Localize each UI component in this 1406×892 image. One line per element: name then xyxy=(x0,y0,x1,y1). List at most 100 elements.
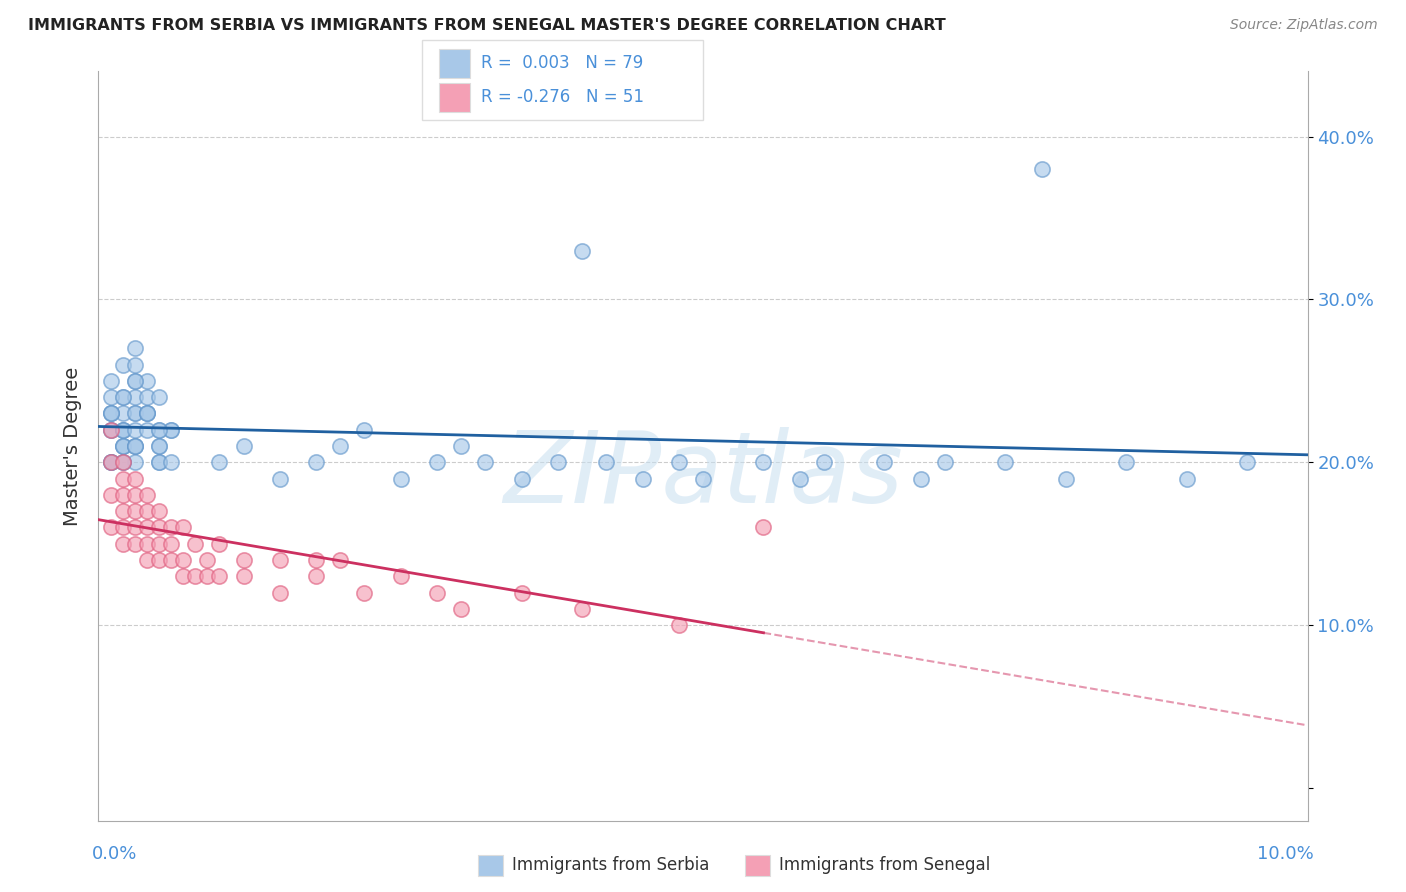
Point xyxy=(389,569,412,583)
Point xyxy=(124,390,146,404)
Text: Immigrants from Serbia: Immigrants from Serbia xyxy=(512,856,709,874)
Point xyxy=(124,439,146,453)
Point xyxy=(195,569,218,583)
Point xyxy=(232,569,254,583)
Point xyxy=(353,423,375,437)
Point xyxy=(124,504,146,518)
Point xyxy=(111,423,134,437)
Point xyxy=(124,439,146,453)
Point xyxy=(269,585,291,599)
Point xyxy=(752,455,775,469)
Point xyxy=(305,455,328,469)
Point xyxy=(426,455,449,469)
Point xyxy=(631,472,654,486)
Point xyxy=(111,358,134,372)
Text: R =  0.003   N = 79: R = 0.003 N = 79 xyxy=(481,54,643,72)
Point xyxy=(160,423,183,437)
Point xyxy=(100,390,122,404)
Point xyxy=(184,537,207,551)
Point xyxy=(1031,162,1053,177)
Point xyxy=(135,374,157,388)
Point xyxy=(148,390,170,404)
Point xyxy=(208,569,231,583)
Point xyxy=(124,520,146,534)
Text: 0.0%: 0.0% xyxy=(93,845,138,863)
Point xyxy=(124,406,146,420)
Point xyxy=(510,472,533,486)
Text: Immigrants from Senegal: Immigrants from Senegal xyxy=(779,856,990,874)
Point xyxy=(111,455,134,469)
Point xyxy=(111,537,134,551)
Point xyxy=(148,520,170,534)
Point xyxy=(124,455,146,469)
Point xyxy=(148,537,170,551)
Point xyxy=(329,439,352,453)
Point xyxy=(135,488,157,502)
Point xyxy=(1236,455,1258,469)
Point xyxy=(135,423,157,437)
Point xyxy=(934,455,956,469)
Point xyxy=(111,390,134,404)
Point xyxy=(752,520,775,534)
Point xyxy=(1115,455,1137,469)
Point xyxy=(160,520,183,534)
Point xyxy=(474,455,496,469)
Point xyxy=(148,455,170,469)
Point xyxy=(389,472,412,486)
Point xyxy=(426,585,449,599)
Point xyxy=(111,439,134,453)
Point xyxy=(100,455,122,469)
Point xyxy=(148,439,170,453)
Point xyxy=(160,553,183,567)
Point xyxy=(111,455,134,469)
Point xyxy=(547,455,569,469)
Point xyxy=(148,553,170,567)
Point xyxy=(135,537,157,551)
Point xyxy=(124,423,146,437)
Point xyxy=(100,423,122,437)
Point xyxy=(111,520,134,534)
Point xyxy=(305,569,328,583)
Point xyxy=(111,455,134,469)
Point xyxy=(184,569,207,583)
Point xyxy=(148,423,170,437)
Point xyxy=(172,569,194,583)
Point xyxy=(124,472,146,486)
Point xyxy=(195,553,218,567)
Point xyxy=(135,390,157,404)
Point xyxy=(595,455,617,469)
Point xyxy=(100,406,122,420)
Point xyxy=(668,455,690,469)
Point xyxy=(450,439,472,453)
Point xyxy=(269,553,291,567)
Point xyxy=(111,390,134,404)
Point xyxy=(160,455,183,469)
Point xyxy=(135,520,157,534)
Point xyxy=(789,472,811,486)
Point xyxy=(124,439,146,453)
Point xyxy=(160,537,183,551)
Point xyxy=(450,602,472,616)
Point xyxy=(148,423,170,437)
Point xyxy=(124,488,146,502)
Point xyxy=(124,537,146,551)
Point xyxy=(111,423,134,437)
Point xyxy=(111,406,134,420)
Point xyxy=(172,553,194,567)
Point xyxy=(135,504,157,518)
Point xyxy=(111,488,134,502)
Point xyxy=(100,406,122,420)
Point xyxy=(100,455,122,469)
Point xyxy=(329,553,352,567)
Text: ZIPatlas: ZIPatlas xyxy=(503,427,903,524)
Point xyxy=(135,406,157,420)
Point xyxy=(100,423,122,437)
Point xyxy=(111,439,134,453)
Point xyxy=(160,423,183,437)
Point xyxy=(111,472,134,486)
Point xyxy=(353,585,375,599)
Point xyxy=(668,618,690,632)
Point xyxy=(208,537,231,551)
Point xyxy=(124,406,146,420)
Point xyxy=(135,406,157,420)
